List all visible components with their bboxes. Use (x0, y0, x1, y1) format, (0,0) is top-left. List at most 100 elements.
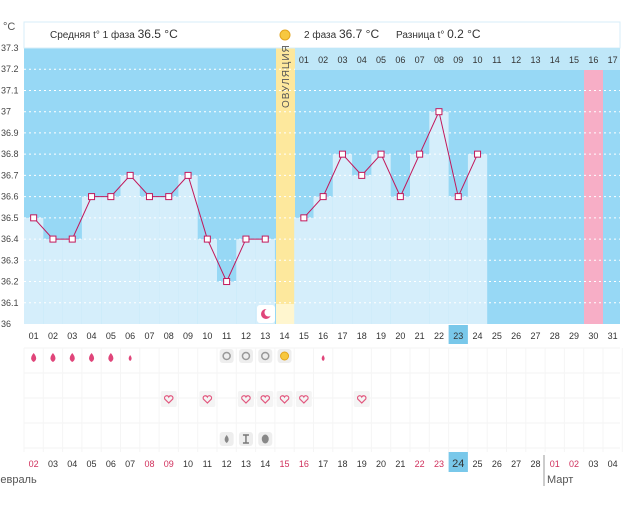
spotting-icon[interactable] (128, 355, 132, 361)
bleeding-icon[interactable] (50, 353, 56, 362)
temperature-point[interactable] (358, 171, 366, 179)
calendar-date[interactable]: 13 (241, 459, 251, 469)
cycle-day-label[interactable]: 06 (125, 331, 135, 341)
bleeding-icon[interactable] (89, 353, 95, 362)
bleeding-icon[interactable] (31, 353, 37, 362)
cycle-day-label[interactable]: 28 (550, 331, 560, 341)
heart-cell[interactable] (199, 391, 216, 407)
heart-cell[interactable] (160, 391, 177, 407)
cycle-day-label[interactable]: 16 (318, 331, 328, 341)
temperature-point[interactable] (165, 193, 173, 201)
cycle-day-label[interactable]: 09 (183, 331, 193, 341)
calendar-date[interactable]: 21 (395, 459, 405, 469)
cycle-day-label[interactable]: 12 (241, 331, 251, 341)
temperature-point[interactable] (377, 150, 385, 158)
calendar-date[interactable]: 28 (530, 459, 540, 469)
mucus-icon[interactable] (219, 349, 234, 363)
cycle-day-label[interactable]: 20 (395, 331, 405, 341)
mucus-icon[interactable] (258, 349, 273, 363)
calendar-date[interactable]: 17 (318, 459, 328, 469)
calendar-date[interactable]: 01 (550, 459, 560, 469)
heart-cell[interactable] (353, 391, 370, 407)
cycle-day-label[interactable]: 25 (492, 331, 502, 341)
cycle-day-label[interactable]: 03 (67, 331, 77, 341)
spotting-icon[interactable] (321, 355, 325, 361)
temperature-point[interactable] (261, 235, 269, 243)
temperature-point[interactable] (242, 235, 250, 243)
cycle-day-label[interactable]: 07 (144, 331, 154, 341)
temperature-point[interactable] (474, 150, 482, 158)
calendar-date[interactable]: 07 (125, 459, 135, 469)
cycle-day-label[interactable]: 21 (415, 331, 425, 341)
calendar-date[interactable]: 26 (492, 459, 502, 469)
calendar-date[interactable]: 19 (357, 459, 367, 469)
cycle-day-label[interactable]: 31 (608, 331, 618, 341)
cycle-day-label[interactable]: 19 (376, 331, 386, 341)
temperature-point[interactable] (203, 235, 211, 243)
cycle-day-label[interactable]: 04 (87, 331, 97, 341)
calendar-date[interactable]: 20 (376, 459, 386, 469)
heart-cell[interactable] (257, 391, 274, 407)
calendar-date[interactable]: 16 (299, 459, 309, 469)
cycle-day-label[interactable]: 14 (280, 331, 290, 341)
cycle-day-label[interactable]: 27 (530, 331, 540, 341)
heart-cell[interactable] (295, 391, 312, 407)
temperature-point[interactable] (396, 193, 404, 201)
calendar-date[interactable]: 03 (588, 459, 598, 469)
calendar-date[interactable]: 05 (87, 459, 97, 469)
calendar-date[interactable]: 02 (569, 459, 579, 469)
calendar-date[interactable]: 09 (164, 459, 174, 469)
temperature-point[interactable] (49, 235, 57, 243)
calendar-date[interactable]: 24 (452, 458, 464, 470)
bleeding-icon[interactable] (69, 353, 75, 362)
calendar-date[interactable]: 14 (260, 459, 270, 469)
cycle-day-label[interactable]: 17 (337, 331, 347, 341)
cycle-day-label[interactable]: 18 (357, 331, 367, 341)
cycle-day-label[interactable]: 15 (299, 331, 309, 341)
temperature-point[interactable] (319, 193, 327, 201)
temperature-point[interactable] (88, 193, 96, 201)
cycle-day-label[interactable]: 02 (48, 331, 58, 341)
calendar-date[interactable]: 12 (222, 459, 232, 469)
cycle-day-label[interactable]: 10 (202, 331, 212, 341)
temperature-point[interactable] (416, 150, 424, 158)
calendar-date[interactable]: 15 (280, 459, 290, 469)
calendar-date[interactable]: 25 (473, 459, 483, 469)
cycle-day-label[interactable]: 24 (473, 331, 483, 341)
heart-cell[interactable] (237, 391, 254, 407)
temperature-point[interactable] (338, 150, 346, 158)
cycle-day-label[interactable]: 23 (453, 331, 463, 341)
cycle-day-label[interactable]: 13 (260, 331, 270, 341)
cycle-day-label[interactable]: 29 (569, 331, 579, 341)
temperature-point[interactable] (454, 193, 462, 201)
temperature-point[interactable] (300, 214, 308, 222)
calendar-date[interactable]: 18 (337, 459, 347, 469)
calendar-date[interactable]: 27 (511, 459, 521, 469)
cycle-day-label[interactable]: 05 (106, 331, 116, 341)
temperature-point[interactable] (223, 278, 231, 286)
cycle-day-label[interactable]: 30 (588, 331, 598, 341)
temperature-point[interactable] (435, 108, 443, 116)
temperature-point[interactable] (126, 171, 134, 179)
bleeding-icon[interactable] (108, 353, 114, 362)
calendar-date[interactable]: 10 (183, 459, 193, 469)
temperature-point[interactable] (107, 193, 115, 201)
heart-cell[interactable] (276, 391, 293, 407)
calendar-date[interactable]: 04 (608, 459, 618, 469)
calendar-date[interactable]: 06 (106, 459, 116, 469)
cycle-day-label[interactable]: 11 (222, 331, 231, 341)
cycle-day-label[interactable]: 22 (434, 331, 444, 341)
calendar-date[interactable]: 04 (67, 459, 77, 469)
temperature-point[interactable] (68, 235, 76, 243)
cycle-day-label[interactable]: 08 (164, 331, 174, 341)
temperature-point[interactable] (145, 193, 153, 201)
calendar-date[interactable]: 03 (48, 459, 58, 469)
calendar-date[interactable]: 22 (415, 459, 425, 469)
temperature-point[interactable] (184, 171, 192, 179)
calendar-date[interactable]: 23 (434, 459, 444, 469)
cycle-day-label[interactable]: 26 (511, 331, 521, 341)
calendar-date[interactable]: 02 (29, 459, 39, 469)
calendar-date[interactable]: 08 (144, 459, 154, 469)
moon-icon[interactable] (257, 305, 275, 323)
temperature-point[interactable] (30, 214, 38, 222)
